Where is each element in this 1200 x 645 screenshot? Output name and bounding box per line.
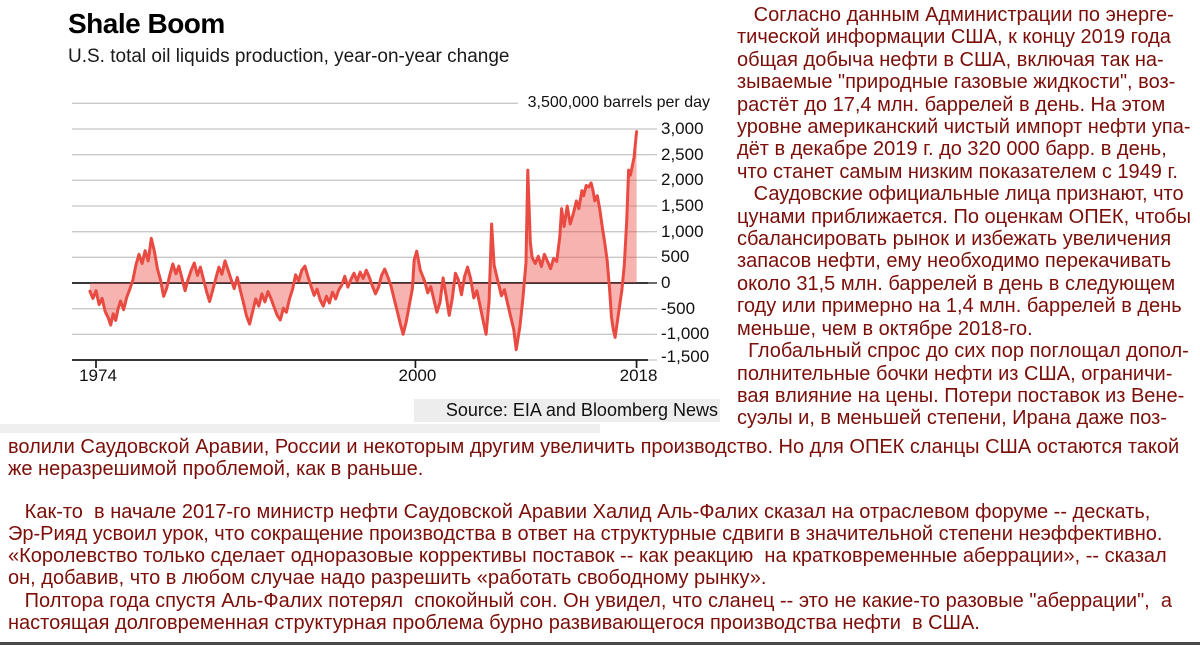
text-line: цунами приближается. По оценкам ОПЕК, чт… xyxy=(737,205,1192,228)
text-line: тической информации США, к концу 2019 го… xyxy=(737,26,1171,49)
paragraph: Как-то в начале 2017-го министр нефти Са… xyxy=(8,501,1196,590)
article-bottom-block: волили Саудовской Аравии, России и некот… xyxy=(8,436,1196,634)
text-line: полнительные бочки нефти из США, огранич… xyxy=(737,362,1173,385)
text-line: волили Саудовской Аравии, России и некот… xyxy=(8,436,1180,458)
series-area xyxy=(89,131,637,350)
chart-subtitle: U.S. total oil liquids production, year-… xyxy=(68,46,510,67)
y-tick-label: -500 xyxy=(661,298,696,318)
x-tick-label: 2018 xyxy=(619,366,658,385)
text-line: же неразрешимой проблемой, как в раньше. xyxy=(8,458,424,481)
text-line: запасов нефти, ему необходимо перекачива… xyxy=(737,250,1172,273)
text-line: суэлы и, в меньшей степени, Ирана даже п… xyxy=(737,407,1167,430)
text-line: Саудовские официальные лица признают, чт… xyxy=(737,183,1184,206)
text-line: около 31,5 млн. баррелей в день в следую… xyxy=(737,272,1176,295)
paragraph: Саудовские официальные лица признают, чт… xyxy=(737,183,1199,340)
text-line: Эр-Рияд усвоил урок, что сокращение прои… xyxy=(8,522,1163,545)
text-line: меньше, чем в октябре 2018-го. xyxy=(737,317,1033,340)
y-tick-label: 0 xyxy=(661,273,671,292)
text-line: Как-то в начале 2017-го министр нефти Са… xyxy=(8,500,1151,523)
y-tick-label: -1,000 xyxy=(661,324,710,344)
article-right-column: Согласно данным Администрации по энерге-… xyxy=(737,4,1199,430)
series-line xyxy=(88,130,639,352)
text-line: дёт в декабре 2019 г. до 320 000 барр. в… xyxy=(737,138,1167,161)
text-line: Полтора года спустя Аль-Фалих потерял сп… xyxy=(8,589,1172,612)
text-line: Глобальный спрос до сих пор поглощал доп… xyxy=(737,340,1189,363)
y-tick-label: 2,500 xyxy=(661,144,704,164)
x-tick-label: 2000 xyxy=(398,366,437,385)
paragraph: Глобальный спрос до сих пор поглощал доп… xyxy=(737,340,1199,430)
text-line: вая влияние на цены. Потери поставок из … xyxy=(737,384,1185,407)
y-tick-label: 1,000 xyxy=(661,221,704,241)
text-line: общая добыча нефти в США, включая так на… xyxy=(737,48,1164,71)
text-line: зываемые "природные газовые жидкости", в… xyxy=(737,71,1176,94)
x-tick-label: 1974 xyxy=(79,366,117,385)
paragraph: Согласно данным Администрации по энерге-… xyxy=(737,4,1199,183)
text-line: что станет самым низким показателем с 19… xyxy=(737,160,1178,183)
text-line: уровне американский чистый импорт нефти … xyxy=(737,116,1191,139)
text-line: настоящая долговременная структурная про… xyxy=(8,612,980,635)
text-line: растёт до 17,4 млн. баррелей в день. На … xyxy=(737,93,1166,116)
text-line: он, добавив, что в любом случае надо раз… xyxy=(8,567,767,590)
source-label: Source: EIA and Bloomberg News xyxy=(414,399,720,422)
y-tick-label: 3,000 xyxy=(661,119,704,138)
text-line: сбалансировать рынок и избежать увеличен… xyxy=(737,228,1172,251)
y-tick-label: -1,500 xyxy=(661,346,710,366)
text-line: Согласно данным Администрации по энерге- xyxy=(737,4,1174,26)
axis-unit-note: 3,500,000 barrels per day xyxy=(527,94,710,111)
scan-artifact xyxy=(0,424,600,433)
paragraph: Полтора года спустя Аль-Фалих потерял сп… xyxy=(8,590,1196,635)
chart-title: Shale Boom xyxy=(68,8,225,39)
text-line: году или примерно на 1,4 млн. баррелей в… xyxy=(737,295,1182,318)
y-tick-label: 2,000 xyxy=(661,170,704,190)
text-line: «Королевство только сделает одноразовые … xyxy=(8,545,1167,568)
paragraph: волили Саудовской Аравии, России и некот… xyxy=(8,436,1196,481)
y-tick-label: 500 xyxy=(661,247,690,267)
y-tick-label: 1,500 xyxy=(661,196,704,215)
production-change-line-chart xyxy=(72,102,657,368)
